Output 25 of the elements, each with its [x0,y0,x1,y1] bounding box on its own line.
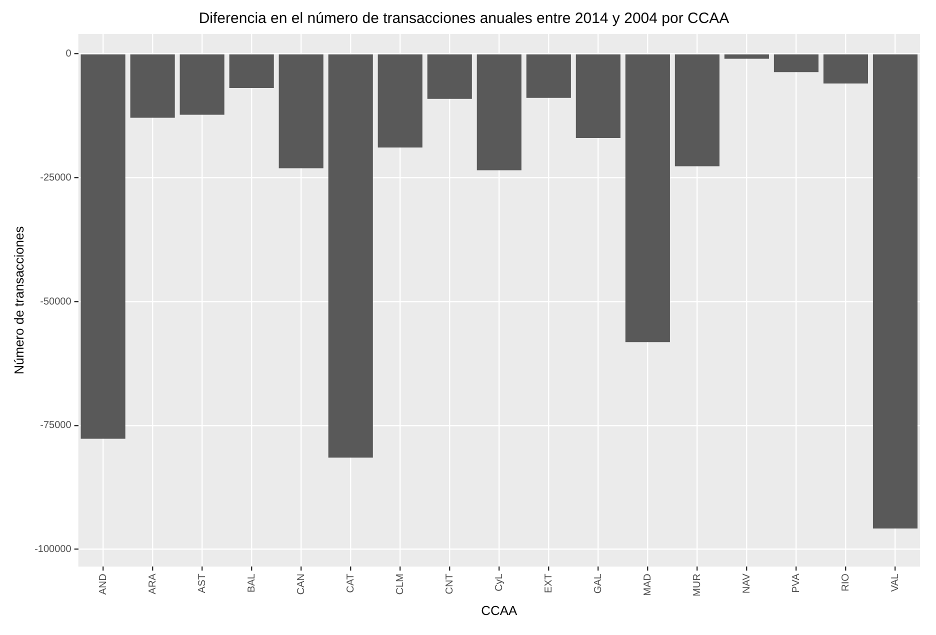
chart-title: Diferencia en el número de transacciones anuales entre 2014 y 2004 por CCAA [198,10,730,28]
y-axis-title: Número de transacciones [11,226,26,374]
x-tick-label: MUR [692,574,703,596]
y-tick-label: -50000 [40,296,72,308]
x-tick-label: CLM [394,574,406,595]
x-tick-label: AST [196,574,208,594]
x-tick-label: AND [98,574,109,595]
x-tick-label: MAD [642,574,654,596]
x-tick-label: VAL [890,573,901,592]
x-tick-label: ARA [147,573,158,594]
x-tick-label: RIO [840,573,852,592]
y-tick-label: -75000 [40,420,72,432]
x-axis-title: CCAA [481,602,518,618]
x-tick-label: BAL [246,573,258,593]
x-tick-label: GAL [592,573,604,594]
x-tick-label: CAT [345,574,356,593]
x-tick-label: CAN [296,574,307,595]
y-tick-label: -25000 [40,172,72,184]
x-tick-label: CNT [444,574,456,594]
x-tick-label: EXT [543,574,554,594]
y-tick-label: 0 [66,48,72,60]
y-tick-label: -100000 [34,544,72,556]
x-tick-label: CyL [494,573,505,592]
x-tick-label: PVA [790,573,802,593]
x-tick-label: NAV [741,573,752,594]
